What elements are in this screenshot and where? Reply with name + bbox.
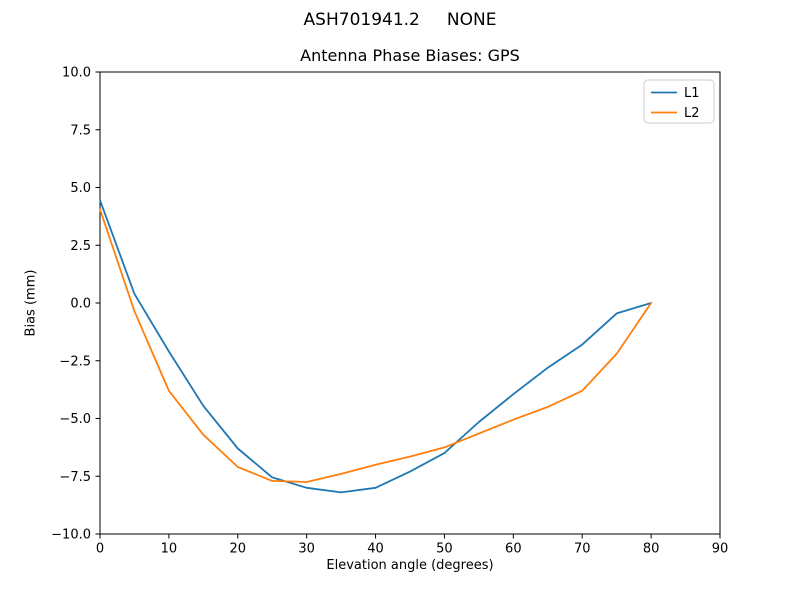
y-tick-label: 0.0 (70, 297, 91, 312)
y-tick-label: 7.5 (70, 123, 91, 138)
y-tick-label: −7.5 (59, 470, 91, 485)
y-tick-label: −10.0 (51, 528, 91, 543)
figure-suptitle: ASH701941.2 NONE (303, 10, 497, 30)
x-tick-label: 10 (161, 542, 178, 557)
y-tick-label: −5.0 (59, 412, 91, 427)
x-axis-label: Elevation angle (degrees) (326, 558, 494, 573)
x-tick-label: 0 (96, 542, 104, 557)
y-tick-label: 10.0 (62, 66, 91, 81)
legend-label-l1: L1 (684, 86, 700, 101)
axes-title: Antenna Phase Biases: GPS (300, 46, 520, 65)
x-tick-label: 60 (505, 542, 522, 557)
x-tick-label: 20 (230, 542, 247, 557)
x-tick-label: 80 (643, 542, 660, 557)
legend-box (643, 79, 715, 124)
x-tick-label: 90 (712, 542, 729, 557)
x-tick-label: 70 (574, 542, 591, 557)
x-tick-label: 50 (436, 542, 453, 557)
series-line-l2 (99, 208, 652, 483)
x-tick-label: 30 (298, 542, 315, 557)
legend-label-l2: L2 (684, 106, 700, 121)
y-tick-label: 5.0 (70, 181, 91, 196)
axes-frame (99, 71, 721, 535)
series-line-l1 (99, 199, 652, 494)
x-tick-label: 40 (367, 542, 384, 557)
y-tick-label: −2.5 (59, 354, 91, 369)
y-tick-label: 2.5 (70, 239, 91, 254)
